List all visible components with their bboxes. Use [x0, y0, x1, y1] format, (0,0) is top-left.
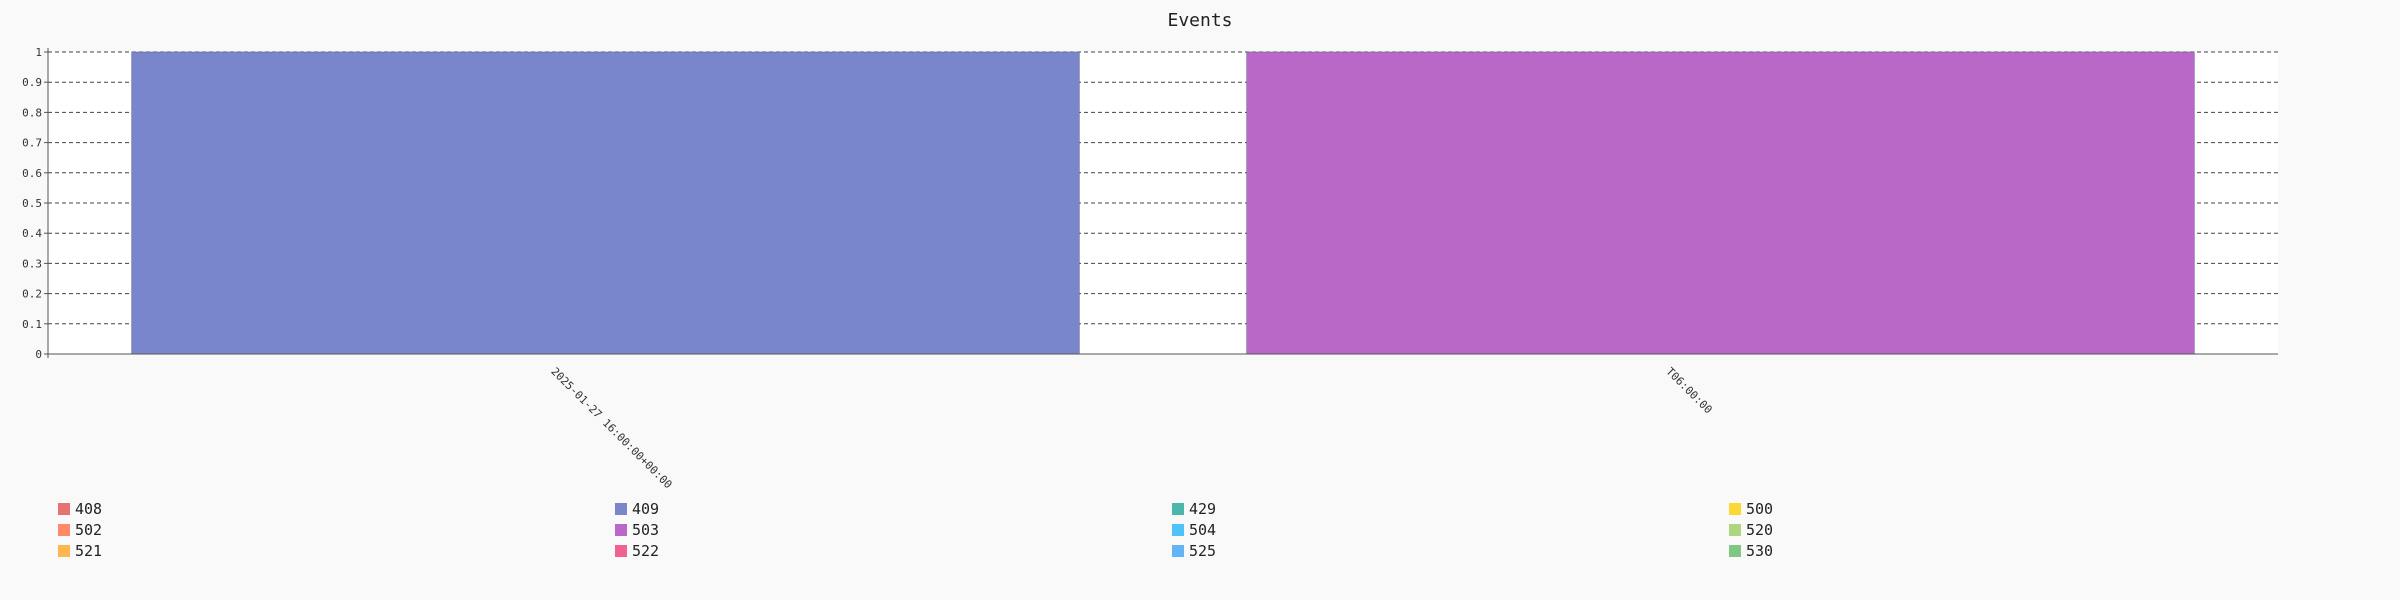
x-tick-label: T06:00:00 [1663, 365, 1714, 416]
y-tick-label: 0.9 [22, 76, 42, 89]
y-tick-label: 0 [35, 348, 42, 361]
x-tick-label: 2025-01-27 16:00:00+00:00 [548, 365, 674, 491]
legend-swatch [58, 524, 70, 536]
legend-label: 503 [632, 521, 659, 539]
legend-swatch [1172, 524, 1184, 536]
legend-swatch [615, 524, 627, 536]
legend-swatch [1729, 503, 1741, 515]
legend-label: 521 [75, 542, 102, 560]
legend-item-521[interactable]: 521 [58, 542, 102, 560]
legend-label: 522 [632, 542, 659, 560]
bar-409[interactable] [131, 51, 1080, 355]
legend-swatch [615, 545, 627, 557]
bar-503[interactable] [1246, 51, 2195, 355]
legend-swatch [615, 503, 627, 515]
y-tick-label: 0.7 [22, 137, 42, 150]
legend-swatch [58, 545, 70, 557]
legend-label: 504 [1189, 521, 1216, 539]
x-axis-ticks: 2025-01-27 16:00:00+00:00 T06:00:00 [548, 365, 1714, 491]
legend-item-500[interactable]: 500 [1729, 500, 1773, 518]
legend-label: 530 [1746, 542, 1773, 560]
y-tick-label: 0.4 [22, 227, 42, 240]
legend-label: 520 [1746, 521, 1773, 539]
y-axis-ticks: 0 0.1 0.2 0.3 0.4 0.5 0.6 0.7 0.8 0.9 1 [22, 46, 48, 361]
legend-item-522[interactable]: 522 [615, 542, 659, 560]
legend-item-504[interactable]: 504 [1172, 521, 1216, 539]
legend[interactable]: 408 409 429 500 502 503 504 520 521 522 525 530 [58, 500, 1773, 560]
legend-item-503[interactable]: 503 [615, 521, 659, 539]
legend-label: 409 [632, 500, 659, 518]
legend-item-409[interactable]: 409 [615, 500, 659, 518]
y-tick-label: 0.5 [22, 197, 42, 210]
legend-label: 500 [1746, 500, 1773, 518]
legend-item-520[interactable]: 520 [1729, 521, 1773, 539]
legend-item-525[interactable]: 525 [1172, 542, 1216, 560]
legend-label: 408 [75, 500, 102, 518]
legend-item-408[interactable]: 408 [58, 500, 102, 518]
legend-item-429[interactable]: 429 [1172, 500, 1216, 518]
legend-item-530[interactable]: 530 [1729, 542, 1773, 560]
legend-swatch [1729, 545, 1741, 557]
legend-label: 525 [1189, 542, 1216, 560]
y-tick-label: 0.3 [22, 257, 42, 270]
legend-label: 429 [1189, 500, 1216, 518]
chart-title: Events [1167, 10, 1232, 31]
legend-swatch [58, 503, 70, 515]
y-tick-label: 0.8 [22, 106, 42, 119]
legend-swatch [1172, 545, 1184, 557]
y-tick-label: 0.1 [22, 318, 42, 331]
y-tick-label: 0.6 [22, 167, 42, 180]
legend-swatch [1729, 524, 1741, 536]
legend-item-502[interactable]: 502 [58, 521, 102, 539]
legend-label: 502 [75, 521, 102, 539]
y-tick-label: 1 [35, 46, 42, 59]
bars [131, 51, 2195, 355]
y-tick-label: 0.2 [22, 288, 42, 301]
legend-swatch [1172, 503, 1184, 515]
